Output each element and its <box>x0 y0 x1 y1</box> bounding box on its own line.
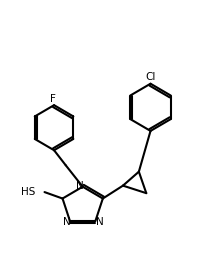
Text: N: N <box>96 217 103 227</box>
Text: N: N <box>63 217 71 227</box>
Text: F: F <box>50 94 56 104</box>
Text: Cl: Cl <box>145 72 156 82</box>
Text: N: N <box>76 181 83 191</box>
Text: HS: HS <box>21 187 35 197</box>
